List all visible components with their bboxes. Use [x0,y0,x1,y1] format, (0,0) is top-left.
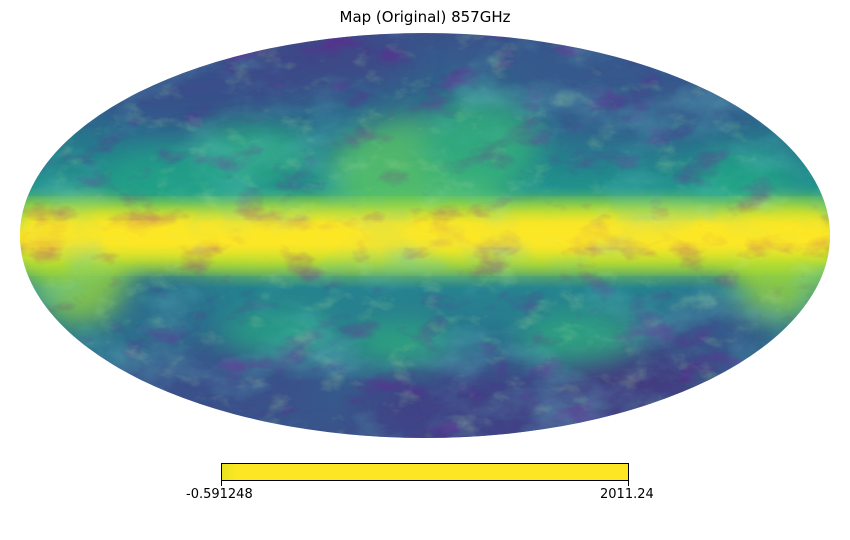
colorbar-min-label: -0.591248 [186,487,253,502]
colorbar [221,463,629,481]
map-title: Map (Original) 857GHz [339,8,511,26]
sky-map [20,33,830,438]
colorbar-min-tick [221,481,222,486]
colorbar-max-label: 2011.24 [600,487,654,502]
colorbar-max-tick [628,481,629,486]
